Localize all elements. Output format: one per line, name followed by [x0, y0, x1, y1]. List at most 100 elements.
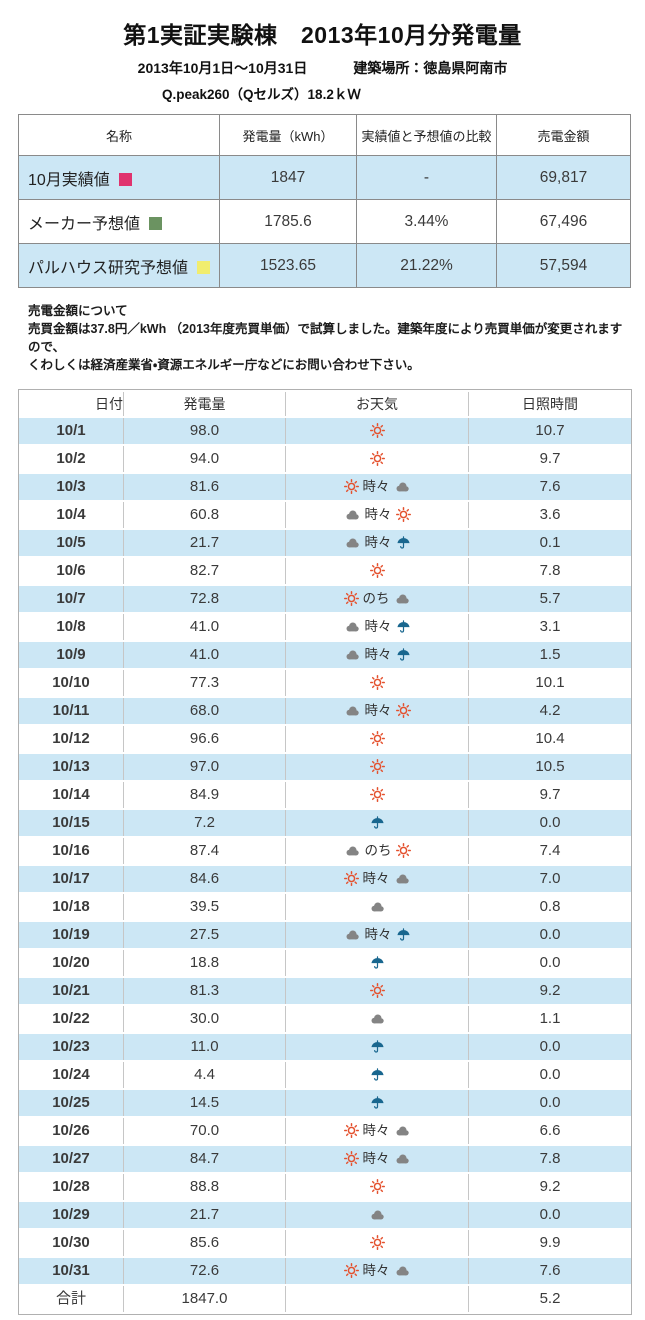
generation-cell: 81.3 — [124, 978, 286, 1004]
sunshine-cell: 0.0 — [469, 810, 631, 836]
summary-header-comparison: 実績値と予想値の比較 — [356, 114, 497, 156]
weather-word: 時々 — [362, 871, 390, 886]
generation-value: 1847 — [219, 155, 357, 200]
sunshine-cell: 7.4 — [469, 838, 631, 864]
sunshine-cell: 5.2 — [469, 1286, 631, 1312]
weather-word: 時々 — [364, 703, 392, 718]
weather-cell: 時々 — [286, 642, 469, 668]
daily-row: 10/3 81.6 時々 7.6 — [19, 474, 631, 500]
sun-icon — [343, 591, 359, 606]
daily-row: 10/18 39.5 0.8 — [19, 894, 631, 920]
sunshine-cell: 9.9 — [469, 1230, 631, 1256]
sun-icon — [395, 703, 411, 718]
daily-row: 10/19 27.5 時々 0.0 — [19, 922, 631, 948]
sun-icon — [343, 479, 359, 494]
generation-cell: 1847.0 — [124, 1286, 286, 1312]
comparison-value: 3.44% — [356, 199, 497, 244]
daily-row: 10/5 21.7 時々 0.1 — [19, 530, 631, 556]
date-cell: 10/13 — [19, 754, 124, 780]
weather-cell: 時々 — [286, 866, 469, 892]
umbrella-icon — [370, 1040, 384, 1053]
date-cell: 10/28 — [19, 1174, 124, 1200]
daily-row: 10/8 41.0 時々 3.1 — [19, 614, 631, 640]
weather-cell — [286, 1202, 469, 1228]
sunshine-cell: 5.7 — [469, 586, 631, 612]
generation-cell: 98.0 — [124, 418, 286, 444]
sunshine-cell: 7.6 — [469, 474, 631, 500]
weather-word: 時々 — [362, 1151, 390, 1166]
daily-row: 10/28 88.8 9.2 — [19, 1174, 631, 1200]
date-cell: 10/5 — [19, 530, 124, 556]
weather-cell: 時々 — [286, 922, 469, 948]
generation-cell: 72.8 — [124, 586, 286, 612]
date-cell: 10/10 — [19, 670, 124, 696]
cloud-icon — [346, 622, 359, 632]
sunshine-cell: 0.0 — [469, 1090, 631, 1116]
daily-row: 10/4 60.8 時々 3.6 — [19, 502, 631, 528]
daily-row: 10/17 84.6 時々 7.0 — [19, 866, 631, 892]
series-label: メーカー予想値 — [28, 215, 141, 233]
sunshine-cell: 9.7 — [469, 782, 631, 808]
generation-cell: 4.4 — [124, 1062, 286, 1088]
date-cell: 10/29 — [19, 1202, 124, 1228]
daily-row: 10/30 85.6 9.9 — [19, 1230, 631, 1256]
weather-word: 時々 — [364, 647, 392, 662]
note-title: 売電金額について — [28, 304, 128, 318]
date-cell: 10/27 — [19, 1146, 124, 1172]
daily-row: 10/9 41.0 時々 1.5 — [19, 642, 631, 668]
sunshine-cell: 3.1 — [469, 614, 631, 640]
sunshine-cell: 0.0 — [469, 1202, 631, 1228]
date-cell: 10/16 — [19, 838, 124, 864]
generation-cell: 94.0 — [124, 446, 286, 472]
weather-cell — [286, 894, 469, 920]
generation-cell: 21.7 — [124, 530, 286, 556]
series-name-cell: 10月実績値 — [18, 155, 220, 200]
sun-icon — [369, 983, 385, 998]
sun-icon — [343, 1151, 359, 1166]
weather-cell: 時々 — [286, 1118, 469, 1144]
daily-row: 10/22 30.0 1.1 — [19, 1006, 631, 1032]
generation-cell: 77.3 — [124, 670, 286, 696]
daily-row: 10/29 21.7 0.0 — [19, 1202, 631, 1228]
summary-header-row: 名称 発電量（kWh） 実績値と予想値の比較 売電金額 — [18, 114, 631, 156]
sales-amount-value: 57,594 — [496, 243, 631, 288]
sun-icon — [369, 1179, 385, 1194]
weather-cell — [286, 558, 469, 584]
summary-header-generation: 発電量（kWh） — [219, 114, 357, 156]
series-name-cell: メーカー予想値 — [18, 199, 220, 244]
sun-icon — [369, 563, 385, 578]
date-cell: 10/31 — [19, 1258, 124, 1284]
sun-icon — [343, 1123, 359, 1138]
umbrella-icon — [396, 928, 410, 941]
sunshine-cell: 0.0 — [469, 950, 631, 976]
daily-table-frame: 日付 発電量 お天気 日照時間 10/1 98.0 10.7 10/2 94.0 — [18, 389, 632, 1315]
sunshine-cell: 10.5 — [469, 754, 631, 780]
sun-icon — [369, 1235, 385, 1250]
weather-word: 時々 — [364, 619, 392, 634]
date-cell: 10/17 — [19, 866, 124, 892]
date-cell: 10/30 — [19, 1230, 124, 1256]
sunshine-cell: 10.1 — [469, 670, 631, 696]
umbrella-icon — [370, 1068, 384, 1081]
date-cell: 10/24 — [19, 1062, 124, 1088]
daily-row: 10/12 96.6 10.4 — [19, 726, 631, 752]
series-color-marker — [118, 172, 132, 186]
sun-icon — [369, 787, 385, 802]
sunshine-cell: 7.0 — [469, 866, 631, 892]
weather-cell — [286, 1034, 469, 1060]
generation-cell: 85.6 — [124, 1230, 286, 1256]
sales-amount-note: 売電金額について 売買金額は37.8円／kWh （2013年度売買単価）で試算し… — [28, 302, 624, 374]
generation-cell: 39.5 — [124, 894, 286, 920]
weather-word: 時々 — [364, 507, 392, 522]
date-cell: 10/15 — [19, 810, 124, 836]
sun-icon — [369, 731, 385, 746]
date-cell: 10/14 — [19, 782, 124, 808]
generation-cell: 88.8 — [124, 1174, 286, 1200]
sunshine-cell: 3.6 — [469, 502, 631, 528]
generation-value: 1785.6 — [219, 199, 357, 244]
cloud-icon — [346, 930, 359, 940]
daily-row: 10/20 18.8 0.0 — [19, 950, 631, 976]
generation-cell: 41.0 — [124, 614, 286, 640]
weather-word: 時々 — [364, 535, 392, 550]
